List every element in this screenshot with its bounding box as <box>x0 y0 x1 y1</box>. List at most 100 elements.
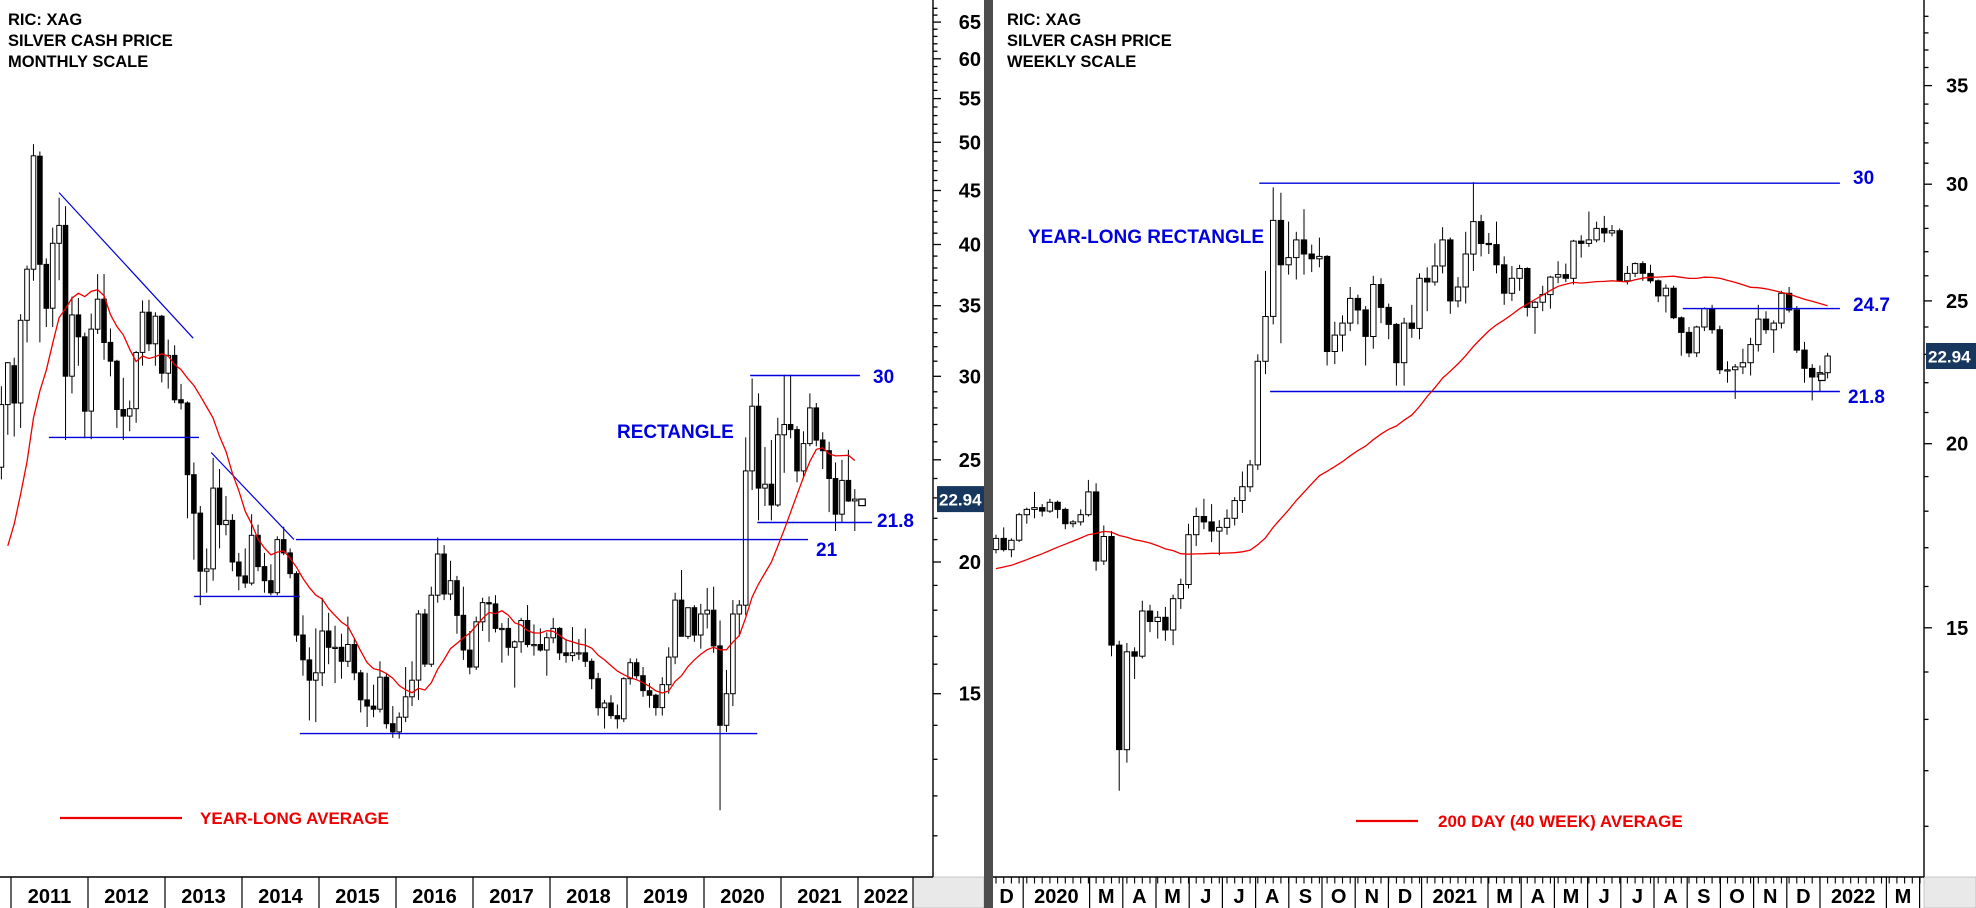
monthly-legend: YEAR-LONG AVERAGE <box>60 809 389 828</box>
price-level-label: 21 <box>816 540 838 561</box>
month-label: M <box>1164 886 1181 908</box>
candle-body-up <box>1370 284 1377 337</box>
candle-body-down <box>755 405 762 489</box>
candle-body-down <box>845 479 852 502</box>
price-level-label: 21.8 <box>877 511 914 532</box>
candle-body-down <box>467 649 473 668</box>
monthly-title-block: RIC: XAG SILVER CASH PRICE MONTHLY SCALE <box>8 11 173 71</box>
candle-body-down <box>364 699 370 707</box>
candle-body-down <box>43 263 50 309</box>
year-label: 2019 <box>643 886 688 908</box>
candle-body-up <box>1154 616 1161 622</box>
candle-body-down <box>1485 242 1492 246</box>
candle-body-down <box>678 599 685 637</box>
candle-body-up <box>1747 344 1754 364</box>
candle-body-down <box>1208 521 1215 532</box>
candle-body-up <box>742 470 749 606</box>
price-level-label: 30 <box>1853 168 1874 189</box>
candle-body-down <box>191 474 197 514</box>
candle-body-down <box>1385 306 1392 325</box>
candle-body-up <box>1077 514 1084 523</box>
candle-body-up <box>576 652 582 655</box>
candle-body-up <box>569 652 576 657</box>
candle-body-down <box>1323 255 1331 352</box>
candle-body-up <box>736 604 743 615</box>
year-label: 2012 <box>104 886 149 908</box>
candle-body-up <box>1293 239 1300 259</box>
candle-body-up <box>1416 277 1423 329</box>
candle-body-down <box>1708 308 1716 331</box>
candle-body-down <box>159 315 165 374</box>
candle-body-down <box>383 676 390 725</box>
candle-body-up <box>1585 239 1593 244</box>
month-label: J <box>1200 886 1211 908</box>
candle-body-down <box>832 478 839 515</box>
candle-body-up <box>69 314 75 377</box>
candle-body-down <box>1393 323 1400 364</box>
candle-body-up <box>1139 610 1146 657</box>
candle-body-up <box>1701 308 1708 328</box>
candle-body-down <box>1616 230 1623 282</box>
candle-body-down <box>486 602 492 605</box>
candle-body-up <box>762 483 768 489</box>
month-label: S <box>1299 886 1312 908</box>
month-label: A <box>1265 886 1279 908</box>
candle-body-down <box>120 409 127 417</box>
candle-body-down <box>293 573 300 636</box>
candle-body-down <box>300 634 306 661</box>
month-label: M <box>1496 886 1513 908</box>
candle-body-up <box>531 644 537 647</box>
current-price-value: 22.94 <box>939 491 982 510</box>
candle-body-up <box>704 609 711 615</box>
candle-body-up <box>1531 301 1539 308</box>
candle-body-down <box>1162 616 1169 631</box>
candle-body-up <box>1570 240 1577 279</box>
candle-body-down <box>37 155 43 265</box>
candle-body-up <box>1069 521 1077 525</box>
candle-body-down <box>357 672 364 701</box>
candle-body-up <box>17 319 24 404</box>
candle-body-down <box>1054 501 1061 510</box>
legend-label: YEAR-LONG AVERAGE <box>200 809 389 828</box>
month-label: 2020 <box>1034 886 1079 908</box>
candle-body-up <box>1439 239 1446 267</box>
candle-body-up <box>723 693 730 726</box>
current-price-marker <box>937 486 984 513</box>
price-level-label: 30 <box>873 367 894 388</box>
candle-body-up <box>659 684 666 709</box>
month-label: O <box>1729 886 1745 908</box>
candle-body-up <box>5 362 11 406</box>
current-price-marker <box>1926 343 1976 369</box>
candle-body-down <box>1716 329 1723 371</box>
candle-body-down <box>524 620 531 645</box>
candle-body-up <box>210 487 216 570</box>
weekly-annotations: 30 24.7 21.8 YEAR-LONG RECTANGLE <box>1028 168 1890 408</box>
year-label: 2022 <box>864 886 909 908</box>
candle-body-up <box>402 696 409 718</box>
candle-body-down <box>582 652 589 662</box>
axis-corner-filler <box>912 876 985 908</box>
candle-body-up <box>1285 257 1292 266</box>
legend-label: 200 DAY (40 WEEK) AVERAGE <box>1438 812 1683 831</box>
candle-body-up <box>56 224 62 244</box>
year-label: 2015 <box>335 886 380 908</box>
candle-body-up <box>1824 355 1831 374</box>
candle-body-up <box>0 404 5 468</box>
candle-body-down <box>1000 537 1007 551</box>
month-label: M <box>1563 886 1580 908</box>
candle-body-down <box>184 402 191 476</box>
chart-title-line: SILVER CASH PRICE <box>8 32 173 50</box>
candle-body-up <box>1046 501 1054 512</box>
year-label: 2013 <box>181 886 226 908</box>
candle-body-up <box>1246 464 1254 488</box>
month-label: A <box>1531 886 1545 908</box>
chart-title-line: RIC: XAG <box>1007 11 1081 29</box>
pattern-label: RECTANGLE <box>617 422 734 443</box>
year-label: 2018 <box>566 886 611 908</box>
candle-body-up <box>396 716 402 733</box>
price-axis-label: 20 <box>1946 434 1968 456</box>
candle-body-up <box>1662 287 1670 297</box>
candle-body-down <box>588 660 595 680</box>
month-label: 2021 <box>1433 886 1478 908</box>
candle-body-up <box>730 613 736 695</box>
